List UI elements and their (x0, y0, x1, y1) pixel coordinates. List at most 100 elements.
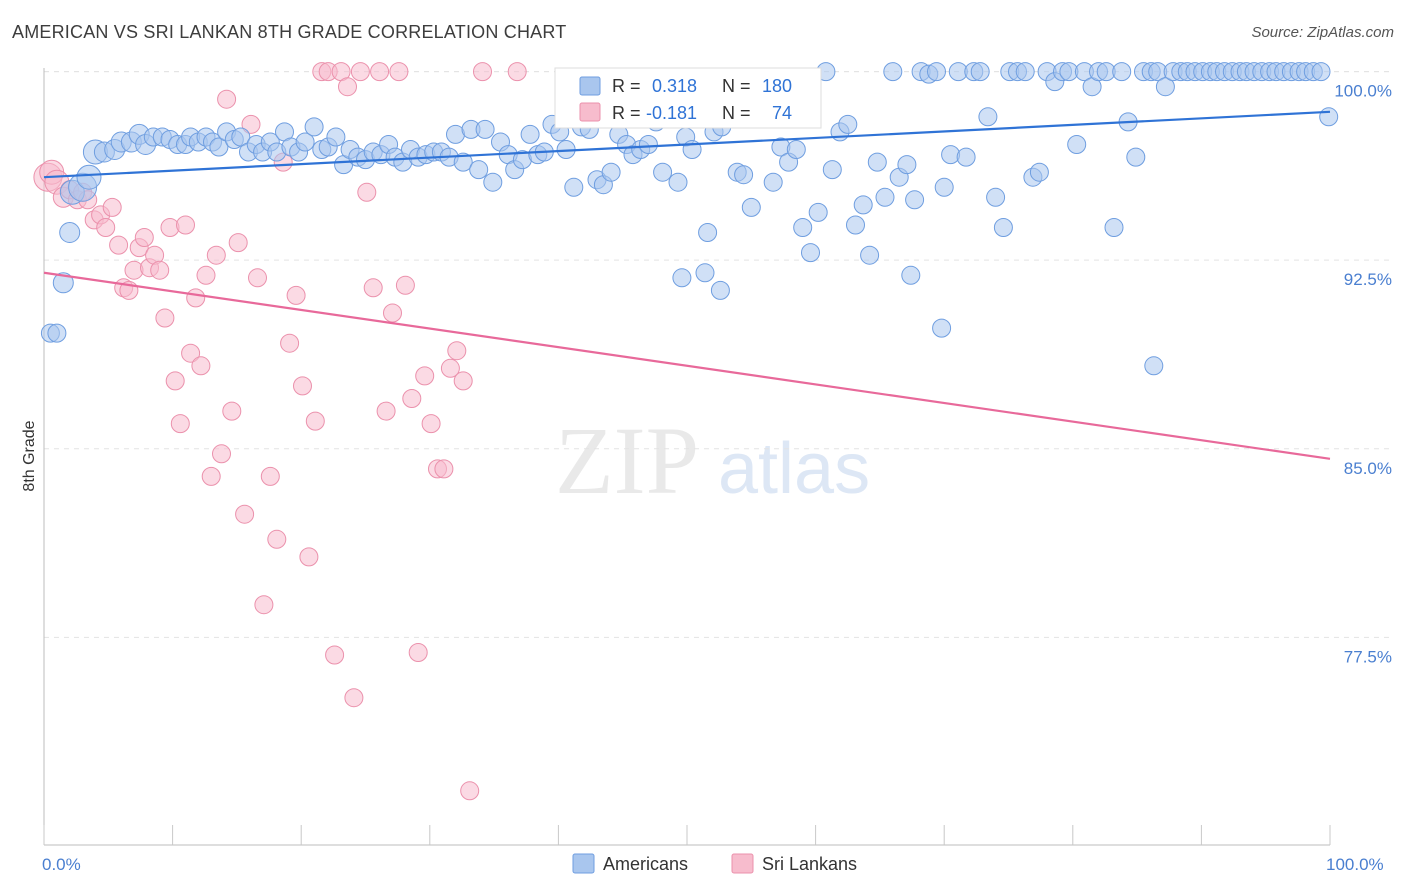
sri-lankans-r-label: R = (612, 103, 641, 123)
americans-point-111 (860, 245, 880, 265)
sri-lankans-point-33 (217, 89, 237, 109)
americans-r-value: 0.318 (652, 76, 697, 96)
americans-point-56 (453, 152, 473, 172)
americans-point-109 (846, 215, 865, 235)
sri-lankans-n-value: 74 (772, 103, 792, 123)
sri-lankans-point-43 (280, 333, 300, 353)
y-tick-labels: 100.0% 92.5% 85.0% 77.5% (1334, 82, 1392, 667)
americans-points (40, 62, 1339, 376)
americans-point-116 (897, 155, 917, 175)
sri-lankans-point-54 (350, 62, 370, 82)
sri-lankans-point-29 (196, 265, 216, 285)
sri-lankans-point-73 (507, 62, 527, 82)
sri-lankans-point-62 (402, 389, 422, 408)
americans-point-60 (483, 172, 503, 192)
y-tick-label-0: 100.0% (1334, 82, 1392, 101)
stats-box: R = 0.318 N = 180 R = -0.181 N = 74 (554, 67, 822, 129)
americans-point-176 (710, 280, 730, 300)
sri-lankans-point-21 (155, 308, 175, 328)
americans-point-122 (941, 145, 961, 165)
sri-lankans-point-50 (325, 645, 345, 665)
sri-lankans-points (33, 62, 527, 801)
americans-point-129 (993, 218, 1013, 237)
sri-lankans-point-69 (447, 341, 467, 361)
sri-lankans-point-71 (460, 781, 480, 801)
sri-lankans-stat-swatch (579, 102, 601, 122)
americans-point-58 (469, 160, 489, 180)
americans-point-35 (295, 132, 315, 152)
americans-point-6 (76, 164, 102, 190)
americans-point-127 (978, 107, 998, 127)
americans-point-102 (793, 218, 813, 237)
sri-lankans-point-30 (201, 466, 221, 486)
x-ticks (43, 825, 1331, 845)
source-credit: Source: ZipAtlas.com (1251, 24, 1394, 41)
americans-point-110 (853, 195, 873, 215)
x-tick-label-min: 0.0% (42, 855, 81, 874)
sri-lankans-point-40 (260, 466, 280, 486)
sri-lankans-point-12 (109, 235, 129, 255)
americans-point-94 (734, 165, 754, 185)
sri-lankans-point-61 (395, 275, 415, 295)
sri-lankans-point-10 (96, 218, 116, 237)
sri-lankans-point-53 (344, 688, 364, 708)
sri-lankans-point-65 (421, 414, 441, 434)
americans-point-106 (822, 160, 842, 180)
americans-point-103 (801, 243, 820, 263)
sri-lankans-point-45 (293, 376, 312, 396)
americans-n-label: N = (722, 76, 751, 96)
sri-lankans-point-46 (299, 547, 319, 567)
sri-lankans-point-20 (150, 260, 170, 280)
americans-n-value: 180 (762, 76, 792, 96)
americans-point-139 (1067, 135, 1087, 154)
sri-lankans-point-56 (363, 278, 383, 298)
legend-swatch-sri-lankans (731, 853, 754, 874)
sri-lankans-point-67 (434, 459, 454, 479)
americans-point-145 (1112, 62, 1132, 82)
sri-lankans-point-59 (383, 303, 402, 323)
americans-point-59 (475, 119, 495, 139)
americans-point-128 (986, 187, 1006, 207)
americans-point-177 (901, 265, 921, 285)
americans-point-179 (1144, 356, 1164, 376)
americans-point-144 (1104, 218, 1124, 237)
americans-point-98 (763, 172, 783, 192)
legend-label-americans: Americans (603, 854, 688, 874)
americans-point-71 (564, 177, 584, 197)
americans-point-108 (838, 114, 858, 134)
americans-point-1 (47, 323, 67, 343)
sri-lankans-point-17 (134, 228, 154, 247)
sri-lankans-point-27 (186, 288, 206, 308)
sri-lankans-point-52 (338, 77, 357, 97)
americans-point-26 (231, 127, 251, 147)
sri-lankans-point-31 (206, 245, 226, 265)
sri-lankans-point-35 (228, 233, 248, 253)
y-tick-label-1: 92.5% (1344, 270, 1392, 289)
sri-lankans-point-72 (473, 62, 492, 82)
x-tick-label-max: 100.0% (1326, 855, 1384, 874)
watermark-atlas: atlas (718, 429, 870, 509)
americans-point-117 (905, 190, 925, 210)
americans-point-134 (1029, 162, 1049, 182)
sri-lankans-point-22 (160, 218, 180, 237)
americans-point-65 (520, 124, 540, 144)
sri-lankans-point-25 (176, 215, 195, 235)
sri-lankans-point-70 (453, 371, 473, 391)
y-tick-label-3: 77.5% (1344, 647, 1392, 666)
legend: Americans Sri Lankans (572, 853, 857, 874)
americans-point-76 (601, 162, 621, 182)
sri-lankans-point-24 (170, 414, 190, 434)
y-axis-label: 8th Grade (21, 420, 38, 491)
americans-point-112 (867, 152, 887, 172)
sri-lankans-point-57 (370, 62, 390, 82)
americans-point-104 (808, 202, 828, 222)
americans-point-121 (934, 177, 954, 197)
sri-lankans-point-36 (235, 504, 255, 524)
americans-point-175 (695, 263, 715, 283)
americans-point-178 (932, 318, 952, 338)
sri-lankans-point-41 (267, 529, 287, 549)
americans-point-39 (326, 127, 346, 147)
sri-lankans-point-58 (376, 401, 396, 421)
americans-point-81 (638, 135, 658, 154)
